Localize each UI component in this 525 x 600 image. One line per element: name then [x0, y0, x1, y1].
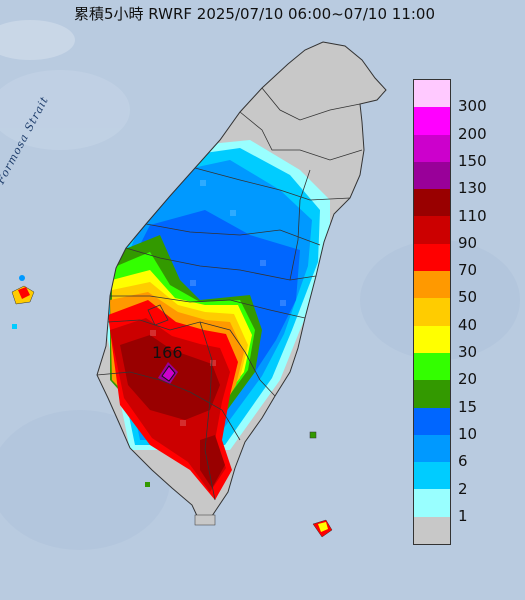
legend-swatch: [414, 216, 450, 244]
legend-swatch: [414, 325, 450, 353]
legend-label: 90: [458, 233, 478, 252]
legend-swatch: [414, 407, 450, 435]
legend-label: 10: [458, 424, 478, 443]
peak-value-label: 166: [152, 343, 183, 362]
legend-label: 110: [458, 206, 487, 225]
legend-swatch: [414, 462, 450, 490]
legend-swatch: [414, 271, 450, 299]
legend-swatch: [414, 298, 450, 326]
legend-label: 30: [458, 343, 478, 361]
legend-swatch: [414, 352, 450, 381]
legend-label: 1: [458, 506, 468, 525]
map-title: 累積5小時 RWRF 2025/07/10 06:00~07/10 11:00: [74, 5, 436, 23]
legend-label: 15: [458, 397, 478, 416]
legend-label: 2: [458, 479, 468, 498]
legend-label: 200: [458, 124, 487, 143]
legend-swatch: [414, 380, 450, 408]
legend-label: 130: [458, 179, 487, 198]
rainfall-legend: [413, 79, 451, 546]
legend-label: 6: [458, 452, 468, 471]
sea-texture: [0, 20, 520, 550]
legend-label: 150: [458, 151, 487, 170]
offshore-islands: [11, 275, 333, 538]
legend-swatch: [414, 516, 450, 545]
legend-label: 20: [458, 370, 478, 389]
legend-swatch: [414, 243, 450, 272]
legend-swatch: [414, 161, 450, 190]
legend-label: 300: [458, 97, 487, 116]
legend-label: 50: [458, 288, 478, 307]
legend-swatch: [414, 489, 450, 517]
legend-swatch: [414, 107, 450, 135]
legend-swatch: [414, 434, 450, 463]
legend-swatch: [414, 189, 450, 217]
legend-label: 70: [458, 261, 478, 280]
peak-marker-icon: [161, 365, 176, 382]
county-boundaries: [96, 41, 387, 523]
legend-swatch: [414, 80, 450, 108]
legend-swatch: [414, 134, 450, 162]
legend-label: 40: [458, 315, 478, 334]
